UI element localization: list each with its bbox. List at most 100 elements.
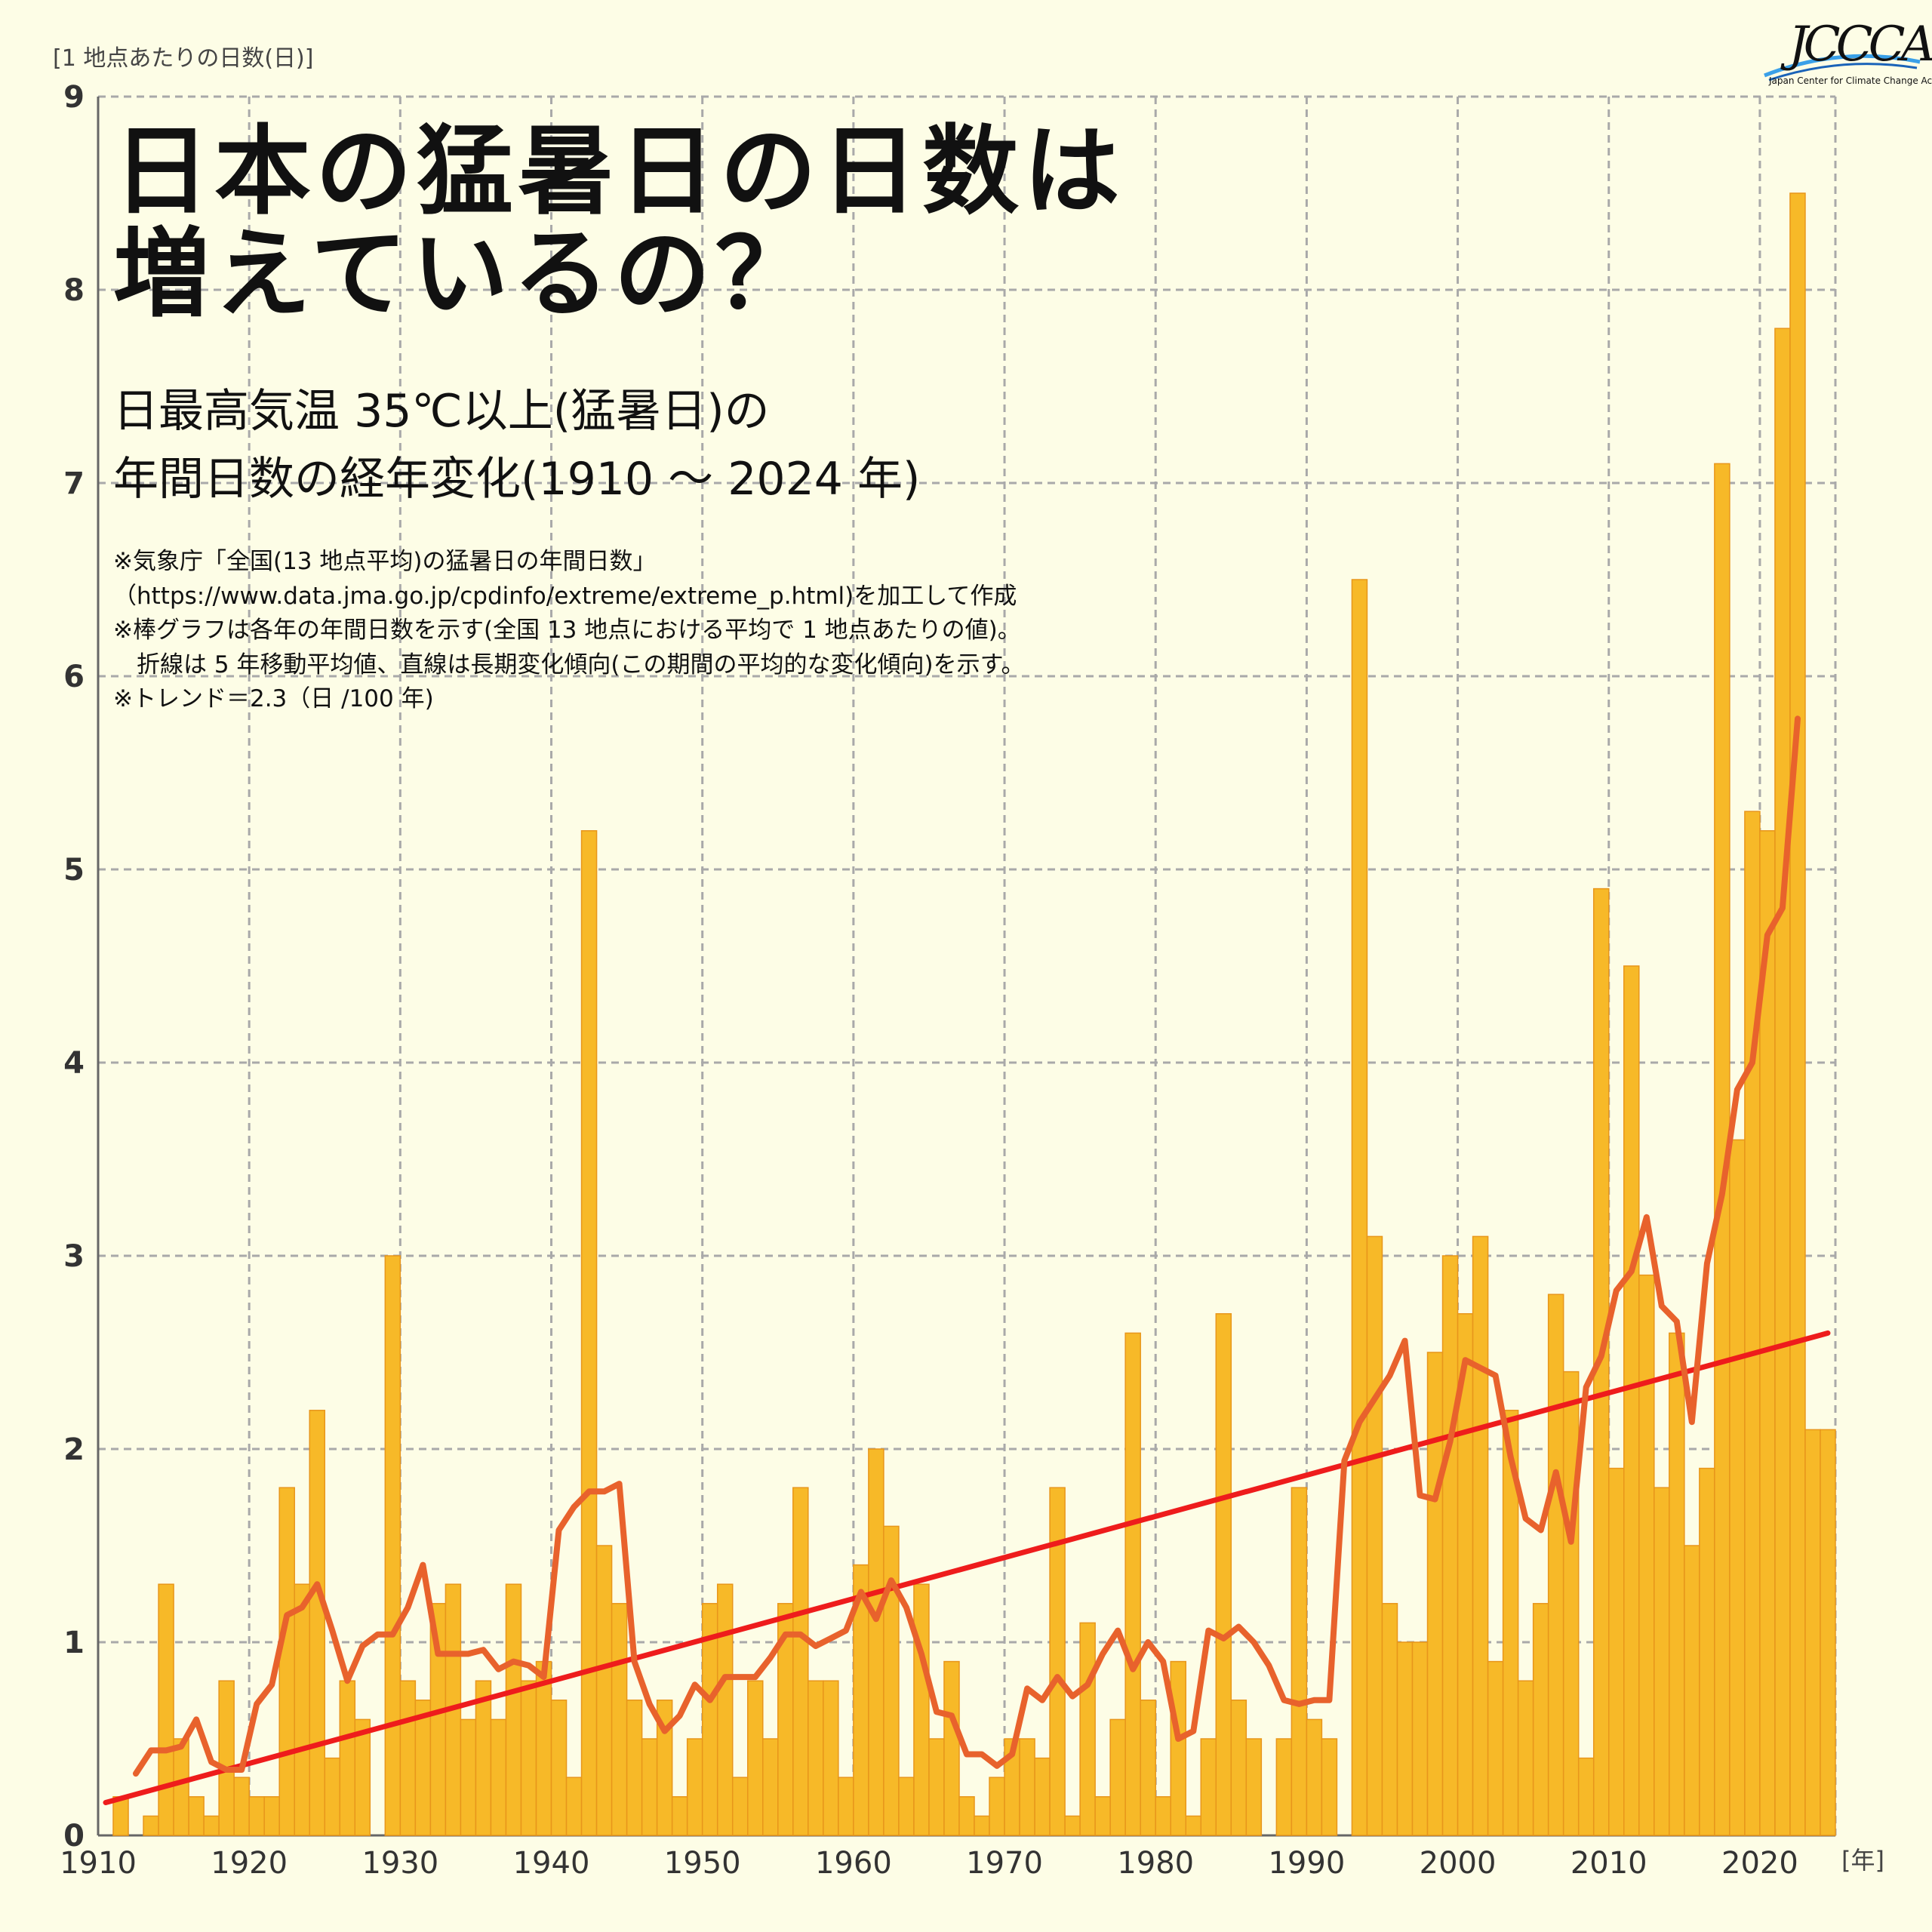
bar-1964 — [913, 1583, 930, 1836]
bar-1984 — [1215, 1313, 1232, 1836]
bar-1989 — [1291, 1487, 1308, 1836]
jccca-logo: JCCCA Japan Center for Climate Change Ac… — [1758, 15, 1932, 98]
x-tick-label: 2010 — [1571, 1846, 1647, 1881]
bar-1995 — [1381, 1603, 1398, 1836]
y-tick-label: 2 — [63, 1432, 85, 1467]
bar-1917 — [203, 1815, 220, 1836]
bar-1924 — [309, 1410, 326, 1836]
bar-1988 — [1275, 1738, 1293, 1836]
bar-1969 — [989, 1777, 1005, 1836]
bar-1930 — [399, 1680, 417, 1836]
bar-1939 — [535, 1660, 552, 1836]
bar-1926 — [339, 1680, 356, 1836]
bar-1981 — [1170, 1660, 1187, 1836]
note-line-2: （https://www.data.jma.go.jp/cpdinfo/extr… — [113, 582, 1017, 610]
bar-1935 — [475, 1680, 492, 1836]
y-tick-label: 7 — [63, 466, 85, 501]
chart-subtitle: 日最高気温 35℃以上(猛暑日)の 年間日数の経年変化(1910 ～ 2024 … — [113, 377, 920, 513]
bar-1923 — [294, 1583, 310, 1836]
x-tick-label: 1940 — [513, 1846, 590, 1881]
bar-1943 — [595, 1545, 613, 1836]
bar-2004 — [1517, 1680, 1534, 1836]
subtitle-line-1: 日最高気温 35℃以上(猛暑日)の — [113, 385, 770, 438]
y-tick-label: 8 — [63, 273, 85, 308]
bar-1940 — [550, 1700, 568, 1836]
y-tick-labels: 0 1 2 3 4 5 6 7 8 9 — [63, 80, 85, 1854]
bar-1942 — [580, 830, 598, 1836]
x-tick-label: 1960 — [815, 1846, 892, 1881]
bar-1971 — [1019, 1738, 1035, 1836]
x-tick-label: 1910 — [60, 1846, 137, 1881]
bar-1983 — [1200, 1738, 1217, 1836]
bar-1999 — [1441, 1255, 1459, 1836]
bar-1997 — [1411, 1641, 1429, 1836]
x-tick-label: 2000 — [1420, 1846, 1497, 1881]
x-tick-labels: 1910 1920 1930 1940 1950 1960 1970 1980 1990 2000… — [60, 1846, 1798, 1881]
grid-lines — [97, 95, 1837, 1837]
bar-1927 — [354, 1718, 371, 1836]
title-line-2: 増えているの？ — [113, 217, 817, 331]
bar-1972 — [1034, 1757, 1051, 1836]
bar-1978 — [1124, 1332, 1141, 1836]
bar-1931 — [414, 1700, 432, 1836]
bar-2002 — [1487, 1660, 1504, 1836]
bar-2022 — [1789, 192, 1806, 1836]
bar-1918 — [218, 1680, 235, 1836]
bar-1982 — [1185, 1815, 1202, 1836]
bar-2003 — [1502, 1410, 1519, 1836]
logo-subtext: Japan Center for Climate Change Actions — [1769, 75, 1932, 86]
x-axis-unit: [年] — [1841, 1846, 1884, 1875]
bar-1920 — [248, 1796, 265, 1836]
bar-1993 — [1351, 579, 1368, 1836]
bar-2012 — [1638, 1274, 1655, 1836]
bar-2006 — [1547, 1294, 1564, 1836]
logo-text: JCCCA — [1789, 17, 1932, 72]
bar-1934 — [460, 1718, 477, 1836]
bar-2015 — [1684, 1545, 1700, 1836]
y-tick-label: 6 — [63, 660, 85, 694]
bar-1944 — [611, 1603, 628, 1836]
lines-group — [103, 715, 1831, 1805]
bar-2008 — [1577, 1757, 1595, 1836]
bar-1962 — [883, 1525, 900, 1836]
bar-1952 — [731, 1777, 749, 1836]
bar-1949 — [686, 1738, 703, 1836]
x-tick-label: 1950 — [664, 1846, 741, 1881]
bar-1986 — [1245, 1738, 1263, 1836]
bar-2010 — [1607, 1467, 1625, 1836]
y-tick-label: 4 — [63, 1046, 85, 1081]
note-line-4: 折線は 5 年移動平均値、直線は長期変化傾向(この期間の平均的な変化傾向)を示す… — [113, 651, 1025, 678]
bar-1968 — [974, 1815, 990, 1836]
bar-1998 — [1426, 1352, 1444, 1836]
bar-1974 — [1064, 1815, 1081, 1836]
note-line-3: ※棒グラフは各年の年間日数を示す(全国 13 地点における平均で 1 地点あたり… — [113, 617, 1021, 645]
bar-1913 — [143, 1815, 159, 1836]
bar-1929 — [384, 1255, 401, 1836]
bar-1965 — [928, 1738, 945, 1836]
bar-1941 — [565, 1777, 583, 1836]
bar-1985 — [1230, 1700, 1247, 1836]
x-tick-label: 1970 — [966, 1846, 1043, 1881]
bar-1954 — [762, 1738, 779, 1836]
y-tick-label: 0 — [63, 1819, 85, 1854]
bar-1915 — [173, 1738, 189, 1836]
x-tick-label: 1930 — [361, 1846, 438, 1881]
bar-2019 — [1744, 811, 1761, 1836]
bars-group — [112, 192, 1836, 1836]
bar-1937 — [505, 1583, 522, 1836]
bar-1966 — [943, 1660, 960, 1836]
y-tick-label: 1 — [63, 1626, 85, 1660]
bar-2016 — [1699, 1467, 1715, 1836]
bar-1945 — [626, 1700, 643, 1836]
note-line-1: ※気象庁「全国(13 地点平均)の猛暑日の年間日数」 — [113, 548, 657, 575]
bar-1957 — [808, 1680, 824, 1836]
bar-1925 — [324, 1757, 341, 1836]
bar-1936 — [490, 1718, 507, 1836]
bar-1916 — [188, 1796, 205, 1836]
bar-2001 — [1472, 1235, 1489, 1836]
bar-1946 — [641, 1738, 658, 1836]
x-tick-label: 1980 — [1117, 1846, 1194, 1881]
bar-1976 — [1094, 1796, 1111, 1836]
bar-1996 — [1396, 1641, 1414, 1836]
